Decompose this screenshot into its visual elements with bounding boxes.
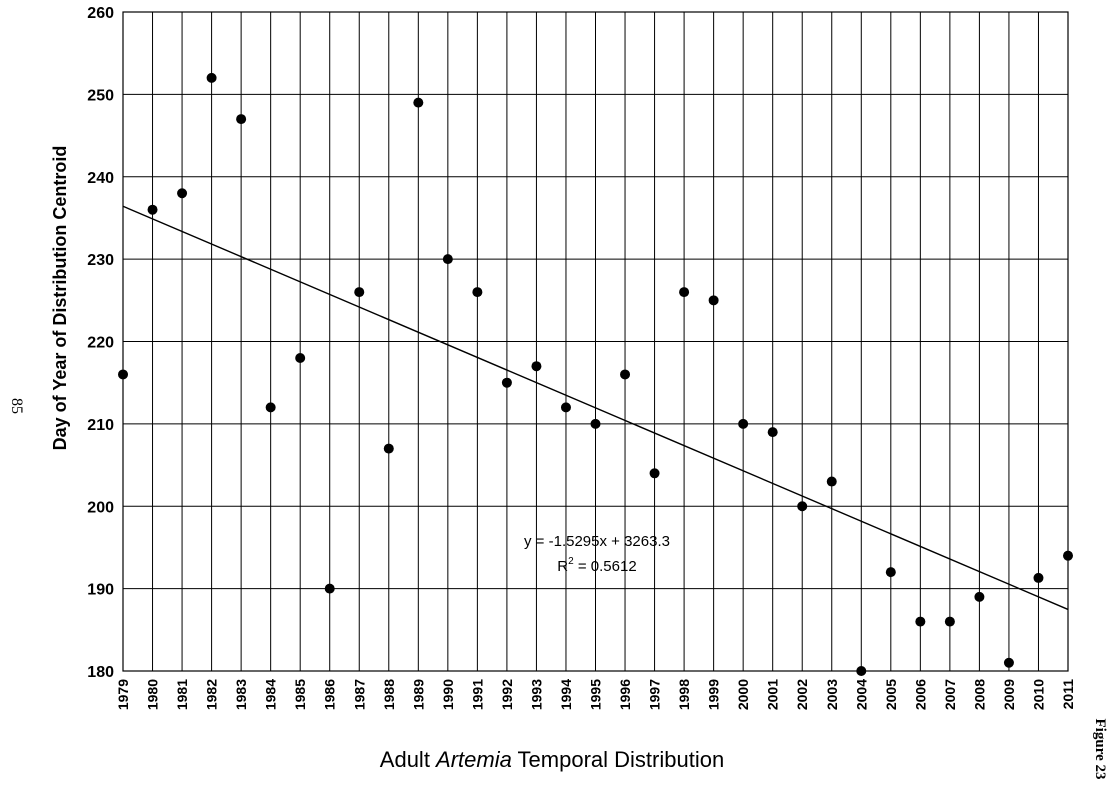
data-point [177,188,188,199]
x-tick-label: 1979 [115,679,131,710]
data-point [265,402,276,413]
x-tick-label: 1986 [322,679,338,710]
x-tick-labels: 1979 1980 1981 1982 1983 1984 1985 1986 1987 1988… [115,679,1076,710]
data-point [620,369,631,380]
figure-label: Figure 23 [1092,719,1108,780]
x-tick-label: 2003 [824,679,840,710]
y-tick-label: 210 [87,417,114,434]
x-tick-label: 1981 [174,679,190,710]
data-point [324,583,335,594]
y-tick-labels: 180 190 200 210 220 230 240 250 260 [87,5,114,681]
x-tick-label: 2001 [765,679,781,710]
data-point [944,616,955,627]
x-tick-label: 1997 [647,679,663,710]
x-tick-label: 1987 [351,679,367,710]
data-point [472,287,483,298]
data-point [295,352,306,363]
data-point [915,616,926,627]
x-tick-label: 1998 [676,679,692,710]
x-tick-label: 1980 [145,679,161,710]
data-point [413,97,424,108]
x-tick-label: 1994 [558,679,574,710]
x-axis-label-pre: Adult [380,747,436,772]
y-tick-label: 200 [87,499,114,516]
x-tick-label: 1985 [292,679,308,710]
x-tick-label: 1989 [410,679,426,710]
y-tick-label: 180 [87,664,114,681]
data-point [797,501,808,512]
x-tick-label: 1996 [617,679,633,710]
gridlines [122,11,1069,672]
data-point [354,287,365,298]
data-point [1033,572,1044,583]
y-tick-label: 220 [87,335,114,352]
data-point [383,443,394,454]
x-tick-label: 2002 [794,679,810,710]
x-tick-label: 2004 [853,679,869,710]
x-tick-label: 1991 [469,679,485,710]
y-tick-label: 190 [87,582,114,599]
data-point [531,361,542,372]
x-tick-label: 1988 [381,679,397,710]
y-tick-label: 250 [87,87,114,104]
x-tick-label: 1982 [204,679,220,710]
y-axis-label: Day of Year of Distribution Centroid [50,146,70,451]
x-axis-label-italic: Artemia [434,747,512,772]
r-squared-prefix: R [557,558,568,575]
trendline-layer [122,205,1069,611]
data-point [118,369,128,380]
data-point [590,418,601,429]
x-tick-label: 2008 [971,679,987,710]
data-point [767,427,778,438]
data-point [560,402,571,413]
trendline-equation: y = -1.5295x + 3263.3 [524,533,670,550]
x-tick-label: 1984 [263,679,279,710]
data-point [856,666,867,676]
x-tick-label: 1995 [588,679,604,710]
x-tick-label: 2007 [942,679,958,710]
data-point [501,377,512,388]
data-point [1003,657,1014,668]
data-point [1063,550,1073,561]
data-point [708,295,719,306]
x-axis-label-post: Temporal Distribution [512,747,724,772]
data-point [826,476,837,487]
data-point [147,204,158,215]
x-tick-label: 1990 [440,679,456,710]
data-point [679,287,690,298]
x-tick-label: 1983 [233,679,249,710]
data-points [118,72,1073,676]
x-tick-label: 2006 [912,679,928,710]
data-point [442,254,453,265]
x-tick-label: 2011 [1060,679,1076,710]
y-tick-label: 260 [87,5,114,22]
x-tick-label: 2009 [1001,679,1017,710]
data-point [974,591,985,602]
x-axis-label: Adult Artemia Temporal Distribution [380,747,724,772]
r-squared-superscript: 2 [568,556,574,567]
x-tick-label: 1993 [528,679,544,710]
page-number: 85 [8,398,25,414]
data-point [649,468,660,479]
plot-frame [122,11,1069,672]
r-squared-label: R2 = 0.5612 [557,556,636,575]
y-tick-label: 230 [87,252,114,269]
trendline [122,205,1069,611]
x-tick-label: 1992 [499,679,515,710]
data-point [885,567,896,578]
data-point [236,114,247,125]
x-tick-label: 2005 [883,679,899,710]
y-tick-label: 240 [87,170,114,187]
x-tick-label: 2000 [735,679,751,710]
x-tick-label: 2010 [1030,679,1046,710]
data-point [206,72,217,83]
r-squared-value: = 0.5612 [574,558,637,575]
data-point [738,418,749,429]
x-tick-label: 1999 [706,679,722,710]
